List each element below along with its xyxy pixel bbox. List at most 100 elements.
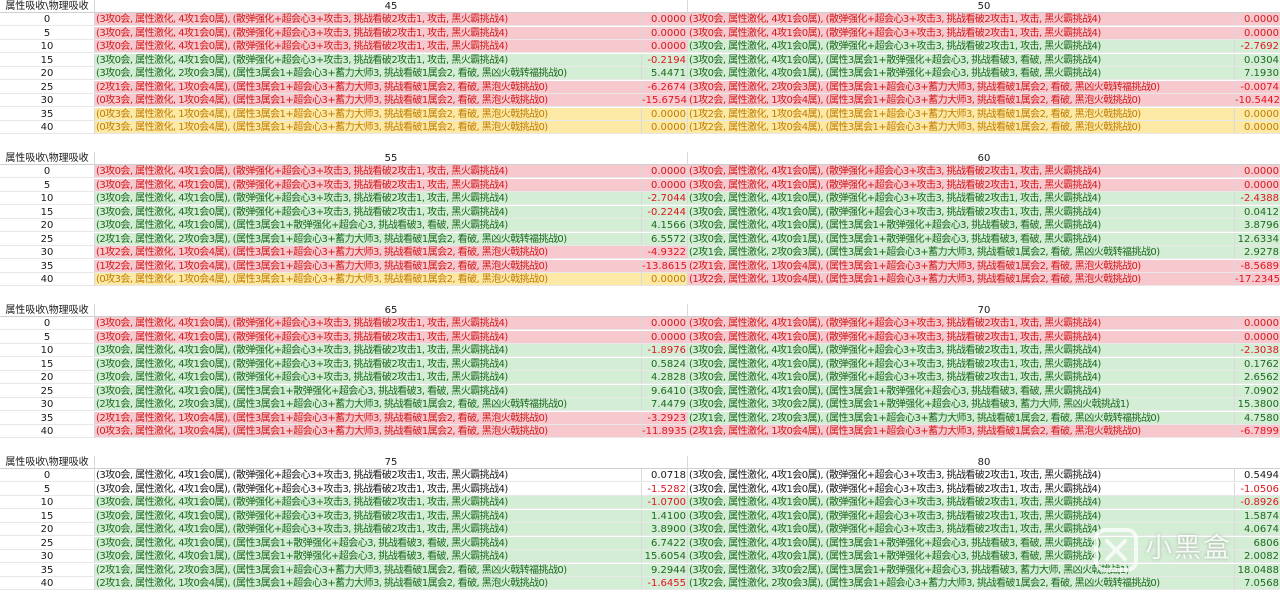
build-description-cell[interactable]: (1攻2会, 属性激化, 1攻0会4属), (属性3属会1+超会心3+蓄力大师3… bbox=[688, 273, 1235, 286]
value-cell[interactable]: -1.6455 bbox=[642, 577, 688, 590]
value-cell[interactable]: 6806 bbox=[1235, 536, 1280, 550]
value-cell[interactable]: -15.6754 bbox=[642, 94, 688, 107]
build-description-cell[interactable]: (3攻0会, 属性激化, 4攻1会0属), (散弹强化+超会心3+攻击3, 挑战… bbox=[95, 317, 642, 330]
build-description-cell[interactable]: (2攻1会, 属性激化, 1攻0会4属), (属性3属会1+超会心3+蓄力大师3… bbox=[95, 411, 642, 425]
value-cell[interactable]: 0.0000 bbox=[642, 13, 688, 26]
row-label-element-absorb[interactable]: 15 bbox=[0, 53, 95, 67]
row-label-element-absorb[interactable]: 35 bbox=[0, 563, 95, 577]
row-label-element-absorb[interactable]: 30 bbox=[0, 94, 95, 107]
value-cell[interactable]: 0.0000 bbox=[642, 26, 688, 40]
build-description-cell[interactable]: (3攻0会, 属性激化, 4攻1会0属), (散弹强化+超会心3+攻击3, 挑战… bbox=[95, 40, 642, 53]
row-label-element-absorb[interactable]: 25 bbox=[0, 536, 95, 550]
value-cell[interactable]: 0.0000 bbox=[1235, 13, 1280, 26]
build-description-cell[interactable]: (2攻1会, 属性激化, 1攻0会4属), (属性3属会1+超会心3+蓄力大师3… bbox=[688, 259, 1235, 273]
value-cell[interactable]: -1.5282 bbox=[642, 482, 688, 496]
row-label-element-absorb[interactable]: 5 bbox=[0, 330, 95, 344]
build-description-cell[interactable]: (3攻0会, 属性激化, 4攻1会0属), (散弹强化+超会心3+攻击3, 挑战… bbox=[95, 496, 642, 509]
value-cell[interactable]: 4.7580 bbox=[1235, 411, 1280, 425]
value-cell[interactable]: 15.6054 bbox=[642, 550, 688, 563]
value-cell[interactable]: 1.5874 bbox=[1235, 509, 1280, 523]
value-cell[interactable]: 5.4471 bbox=[642, 67, 688, 80]
value-cell[interactable]: 0.0000 bbox=[642, 317, 688, 330]
value-cell[interactable]: -4.9322 bbox=[642, 246, 688, 259]
value-cell[interactable]: 0.1762 bbox=[1235, 357, 1280, 371]
value-cell[interactable]: 18.0488 bbox=[1235, 563, 1280, 577]
row-label-element-absorb[interactable]: 25 bbox=[0, 384, 95, 398]
row-label-element-absorb[interactable]: 20 bbox=[0, 219, 95, 232]
build-description-cell[interactable]: (3攻0会, 属性激化, 4攻1会0属), (散弹强化+超会心3+攻击3, 挑战… bbox=[95, 344, 642, 357]
build-description-cell[interactable]: (3攻0会, 属性激化, 4攻1会0属), (散弹强化+超会心3+攻击3, 挑战… bbox=[688, 371, 1235, 384]
row-label-element-absorb[interactable]: 5 bbox=[0, 26, 95, 40]
column-header-physical-absorb[interactable]: 50 bbox=[688, 0, 1280, 13]
build-description-cell[interactable]: (3攻0会, 属性激化, 4攻1会0属), (属性3属会1+散弹强化+超会心3,… bbox=[95, 384, 642, 398]
build-description-cell[interactable]: (3攻0会, 属性激化, 4攻1会0属), (散弹强化+超会心3+攻击3, 挑战… bbox=[688, 13, 1235, 26]
value-cell[interactable]: 4.0674 bbox=[1235, 523, 1280, 536]
value-cell[interactable]: 2.0082 bbox=[1235, 550, 1280, 563]
build-description-cell[interactable]: (3攻0会, 属性激化, 4攻1会0属), (散弹强化+超会心3+攻击3, 挑战… bbox=[688, 205, 1235, 219]
build-description-cell[interactable]: (3攻0会, 属性激化, 4攻1会0属), (散弹强化+超会心3+攻击3, 挑战… bbox=[688, 330, 1235, 344]
value-cell[interactable]: -2.3038 bbox=[1235, 344, 1280, 357]
value-cell[interactable]: -0.8926 bbox=[1235, 496, 1280, 509]
value-cell[interactable]: 0.0412 bbox=[1235, 205, 1280, 219]
row-label-element-absorb[interactable]: 20 bbox=[0, 523, 95, 536]
value-cell[interactable]: -6.7899 bbox=[1235, 425, 1280, 438]
row-label-element-absorb[interactable]: 40 bbox=[0, 425, 95, 438]
build-description-cell[interactable]: (2攻1会, 属性激化, 1攻0会4属), (属性3属会1+超会心3+蓄力大师3… bbox=[688, 425, 1235, 438]
row-label-element-absorb[interactable]: 0 bbox=[0, 13, 95, 26]
value-cell[interactable]: 0.0000 bbox=[1235, 317, 1280, 330]
value-cell[interactable]: 2.6562 bbox=[1235, 371, 1280, 384]
build-description-cell[interactable]: (1攻2会, 属性激化, 1攻0会4属), (属性3属会1+超会心3+蓄力大师3… bbox=[688, 121, 1235, 134]
row-label-element-absorb[interactable]: 15 bbox=[0, 205, 95, 219]
build-description-cell[interactable]: (3攻0会, 属性激化, 4攻1会0属), (散弹强化+超会心3+攻击3, 挑战… bbox=[688, 165, 1235, 178]
build-description-cell[interactable]: (3攻0会, 属性激化, 4攻1会0属), (散弹强化+超会心3+攻击3, 挑战… bbox=[688, 178, 1235, 192]
value-cell[interactable]: 0.0718 bbox=[642, 469, 688, 482]
value-cell[interactable]: 12.6334 bbox=[1235, 232, 1280, 246]
value-cell[interactable]: 0.0000 bbox=[1235, 330, 1280, 344]
build-description-cell[interactable]: (3攻0会, 属性激化, 4攻1会0属), (散弹强化+超会心3+攻击3, 挑战… bbox=[688, 357, 1235, 371]
build-description-cell[interactable]: (3攻0会, 属性激化, 4攻1会0属), (散弹强化+超会心3+攻击3, 挑战… bbox=[95, 13, 642, 26]
value-cell[interactable]: -2.7692 bbox=[1235, 40, 1280, 53]
build-description-cell[interactable]: (3攻0会, 属性激化, 4攻0会1属), (属性3属会1+散弹强化+超会心3,… bbox=[688, 232, 1235, 246]
value-cell[interactable]: 4.1566 bbox=[642, 219, 688, 232]
build-description-cell[interactable]: (0攻3会, 属性激化, 1攻0会4属), (属性3属会1+超会心3+蓄力大师3… bbox=[95, 94, 642, 107]
value-cell[interactable]: 3.8796 bbox=[1235, 219, 1280, 232]
value-cell[interactable]: 3.8900 bbox=[642, 523, 688, 536]
value-cell[interactable]: -1.0700 bbox=[642, 496, 688, 509]
value-cell[interactable]: 0.0000 bbox=[642, 121, 688, 134]
value-cell[interactable]: 0.0000 bbox=[642, 273, 688, 286]
row-label-element-absorb[interactable]: 35 bbox=[0, 107, 95, 121]
value-cell[interactable]: -0.2194 bbox=[642, 53, 688, 67]
column-header-physical-absorb[interactable]: 55 bbox=[95, 152, 688, 165]
row-label-element-absorb[interactable]: 40 bbox=[0, 121, 95, 134]
row-label-element-absorb[interactable]: 5 bbox=[0, 482, 95, 496]
build-description-cell[interactable]: (0攻3会, 属性激化, 1攻0会4属), (属性3属会1+超会心3+蓄力大师3… bbox=[95, 107, 642, 121]
row-label-element-absorb[interactable]: 25 bbox=[0, 232, 95, 246]
row-label-element-absorb[interactable]: 0 bbox=[0, 469, 95, 482]
build-description-cell[interactable]: (3攻0会, 属性激化, 4攻1会0属), (散弹强化+超会心3+攻击3, 挑战… bbox=[95, 165, 642, 178]
value-cell[interactable]: 7.1930 bbox=[1235, 67, 1280, 80]
build-description-cell[interactable]: (2攻1会, 属性激化, 2攻0会3属), (属性3属会1+超会心3+蓄力大师3… bbox=[688, 246, 1235, 259]
row-label-element-absorb[interactable]: 20 bbox=[0, 67, 95, 80]
build-description-cell[interactable]: (1攻2会, 属性激化, 1攻0会4属), (属性3属会1+超会心3+蓄力大师3… bbox=[688, 94, 1235, 107]
value-cell[interactable]: -2.7044 bbox=[642, 192, 688, 205]
build-description-cell[interactable]: (3攻0会, 属性激化, 4攻1会0属), (散弹强化+超会心3+攻击3, 挑战… bbox=[95, 178, 642, 192]
value-cell[interactable]: 6.7422 bbox=[642, 536, 688, 550]
build-description-cell[interactable]: (1攻2会, 属性激化, 1攻0会4属), (属性3属会1+超会心3+蓄力大师3… bbox=[688, 107, 1235, 121]
build-description-cell[interactable]: (3攻0会, 属性激化, 4攻0会1属), (属性3属会1+散弹强化+超会心3,… bbox=[95, 550, 642, 563]
row-label-element-absorb[interactable]: 25 bbox=[0, 80, 95, 94]
value-cell[interactable]: 0.0000 bbox=[642, 107, 688, 121]
value-cell[interactable]: 9.6410 bbox=[642, 384, 688, 398]
build-description-cell[interactable]: (2攻1会, 属性激化, 2攻0会3属), (属性3属会1+超会心3+蓄力大师3… bbox=[95, 232, 642, 246]
build-description-cell[interactable]: (3攻0会, 属性激化, 4攻1会0属), (散弹强化+超会心3+攻击3, 挑战… bbox=[95, 192, 642, 205]
value-cell[interactable]: -3.2923 bbox=[642, 411, 688, 425]
build-description-cell[interactable]: (3攻0会, 属性激化, 4攻1会0属), (散弹强化+超会心3+攻击3, 挑战… bbox=[688, 496, 1235, 509]
value-cell[interactable]: 0.0000 bbox=[642, 178, 688, 192]
build-description-cell[interactable]: (3攻0会, 属性激化, 4攻0会1属), (属性3属会1+散弹强化+超会心3,… bbox=[688, 67, 1235, 80]
row-label-element-absorb[interactable]: 30 bbox=[0, 398, 95, 411]
row-label-element-absorb[interactable]: 35 bbox=[0, 259, 95, 273]
value-cell[interactable]: 7.0568 bbox=[1235, 577, 1280, 590]
build-description-cell[interactable]: (2攻1会, 属性激化, 1攻0会4属), (属性3属会1+超会心3+蓄力大师3… bbox=[95, 577, 642, 590]
row-label-element-absorb[interactable]: 5 bbox=[0, 178, 95, 192]
build-description-cell[interactable]: (3攻0会, 属性激化, 4攻1会0属), (属性3属会1+散弹强化+超会心3,… bbox=[688, 536, 1235, 550]
build-description-cell[interactable]: (3攻0会, 属性激化, 3攻0会2属), (属性3属会1+散弹强化+超会心3,… bbox=[688, 398, 1235, 411]
